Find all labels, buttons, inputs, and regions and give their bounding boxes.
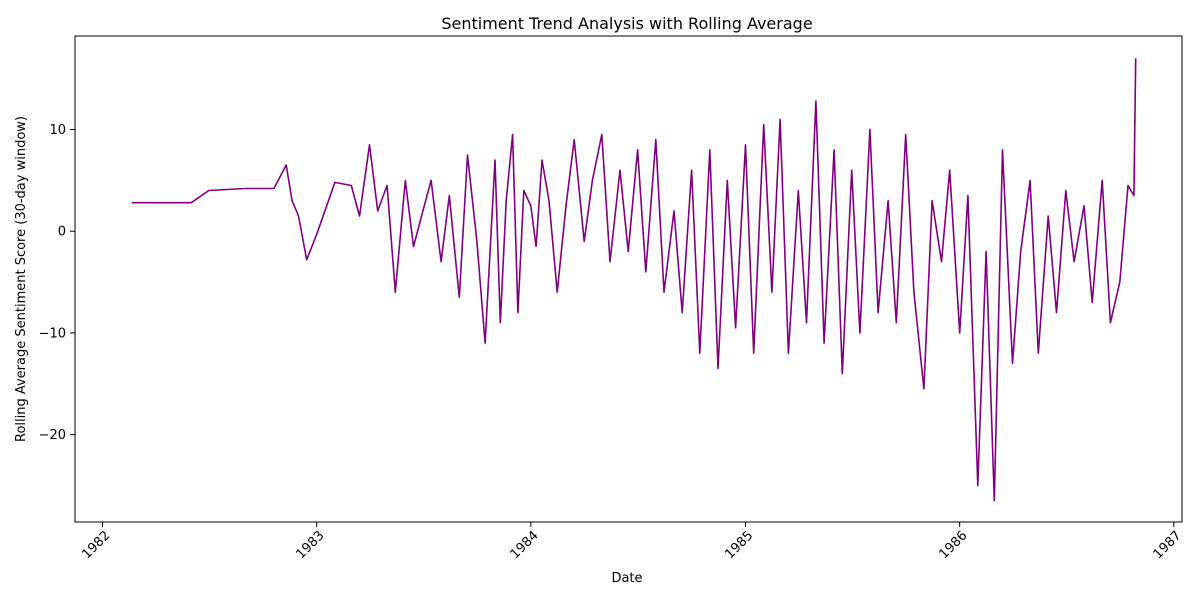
y-tick-label: −10 [39,326,66,341]
plot-area [74,35,1183,523]
y-axis: −20 −10 0 10 [39,123,75,443]
chart-title: Sentiment Trend Analysis with Rolling Av… [441,14,812,33]
series-line-0 [131,58,1137,502]
series-layer [131,58,1137,502]
y-tick-label: 10 [49,123,66,138]
y-tick-label: −20 [39,428,66,443]
axes-frame [74,35,1183,523]
y-tick-label: 0 [58,225,66,240]
x-axis-label: Date [611,571,642,586]
y-axis-label: Rolling Average Sentiment Score (30-day … [14,116,29,442]
